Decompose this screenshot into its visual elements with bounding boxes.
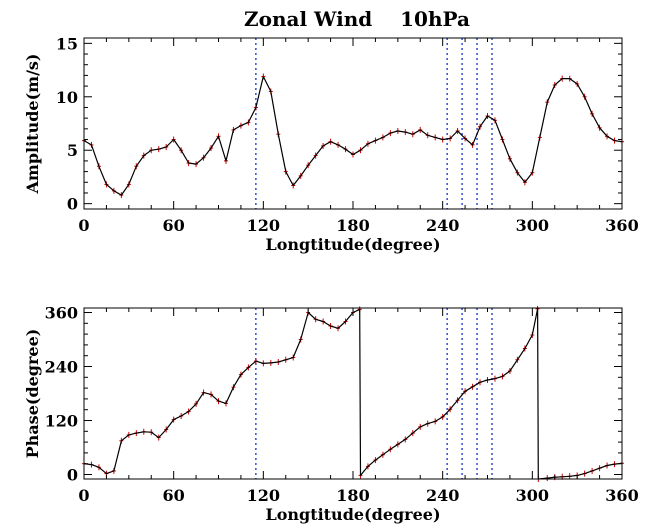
phase-x-axis-label: Longtitude(degree) — [265, 505, 440, 524]
phase-x-tick-label: 180 — [336, 486, 369, 505]
phase-y-axis-label: Phase(degree) — [23, 329, 42, 459]
amplitude-x-tick-label: 0 — [78, 216, 89, 235]
phase-series-line-0 — [83, 308, 623, 480]
amplitude-y-axis-label: Amplitude(m/s) — [23, 54, 42, 195]
amplitude-y-tick-label: 10 — [56, 88, 78, 107]
phase-y-tick-label: 0 — [67, 466, 78, 485]
chart-title: Zonal Wind 10hPa — [244, 7, 470, 31]
amplitude-x-tick-label: 240 — [426, 216, 459, 235]
phase-x-tick-label: 0 — [78, 486, 89, 505]
phase-plot-frame — [83, 307, 623, 480]
amplitude-x-axis-label: Longtitude(degree) — [265, 235, 440, 254]
phase-x-tick-label: 60 — [163, 486, 185, 505]
phase-y-tick-label: 360 — [45, 304, 78, 323]
phase-error-bars — [82, 305, 624, 482]
amplitude-x-tick-label: 180 — [336, 216, 369, 235]
amplitude-panel: 0 60 120 180 240 300 360 0 5 10 15 Longtitude(degre… — [23, 34, 639, 254]
phase-y-tick-label: 240 — [45, 358, 78, 377]
phase-panel: 0 60 120 180 240 300 360 0 120 240 360 Longtitude(d… — [23, 304, 639, 525]
phase-x-tick-label: 360 — [605, 486, 638, 505]
phase-x-tick-label: 300 — [516, 486, 549, 505]
amplitude-error-bars — [82, 73, 624, 199]
amplitude-plot-frame — [83, 37, 623, 210]
amplitude-y-tick-label: 0 — [67, 195, 78, 214]
amplitude-x-tick-label: 300 — [516, 216, 549, 235]
amplitude-series-line-0 — [83, 75, 623, 196]
phase-y-tick-label: 120 — [45, 412, 78, 431]
amplitude-y-tick-label: 15 — [56, 34, 78, 53]
amplitude-x-tick-label: 360 — [605, 216, 638, 235]
amplitude-x-tick-label: 60 — [163, 216, 185, 235]
amplitude-x-tick-label: 120 — [247, 216, 280, 235]
phase-x-tick-label: 120 — [247, 486, 280, 505]
amplitude-y-tick-label: 5 — [67, 141, 78, 160]
phase-x-tick-label: 240 — [426, 486, 459, 505]
